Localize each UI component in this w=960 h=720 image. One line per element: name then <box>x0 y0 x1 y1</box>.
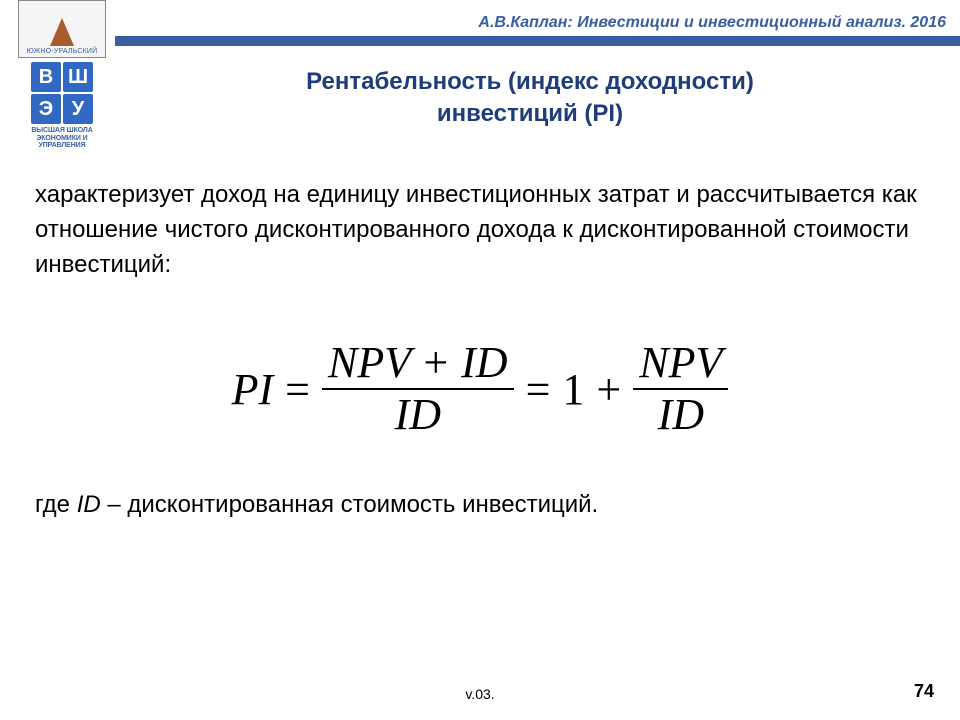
logo-subtitle-line1: ВЫСШАЯ ШКОЛА <box>31 127 92 134</box>
where-id: ID <box>77 491 101 518</box>
formula-frac1: NPV + ID ID <box>322 340 514 438</box>
formula-frac1-den: ID <box>389 392 447 438</box>
header-color-bar <box>115 36 960 46</box>
paragraph-definition: характеризует доход на единицу инвестици… <box>35 178 925 282</box>
logo-cell-0: В <box>31 62 61 92</box>
footer-page-number: 74 <box>914 681 934 702</box>
slide-title: Рентабельность (индекс доходности) инвес… <box>160 66 900 131</box>
tower-icon <box>50 18 74 46</box>
formula-frac2-num: NPV <box>633 340 728 386</box>
logo-area: ЮЖНО-УРАЛЬСКИЙ В Ш Э У ВЫСШАЯ ШКОЛА ЭКОН… <box>18 0 108 150</box>
formula-frac1-num-plus: + <box>421 338 450 387</box>
logo-subtitle-line2: ЭКОНОМИКИ И УПРАВЛЕНИЯ <box>36 135 87 150</box>
formula-frac2: NPV ID <box>633 340 728 438</box>
formula-eq2: = <box>524 364 553 415</box>
where-rest: – дисконтированная стоимость инвестиций. <box>101 491 599 518</box>
logo-cell-3: У <box>63 94 93 124</box>
formula-pi: PI = NPV + ID ID = 1 + NPV ID <box>0 340 960 438</box>
logo-cell-2: Э <box>31 94 61 124</box>
formula-frac1-num-npv: NPV <box>328 338 410 387</box>
slide-title-line2: инвестиций (PI) <box>437 100 623 127</box>
slide: А.В.Каплан: Инвестиции и инвестиционный … <box>0 0 960 720</box>
slide-title-line1: Рентабельность (индекс доходности) <box>306 68 754 95</box>
logo-cell-1: Ш <box>63 62 93 92</box>
where-prefix: где <box>35 491 77 518</box>
formula-lhs: PI <box>232 364 274 415</box>
logo-university: ЮЖНО-УРАЛЬСКИЙ <box>18 0 106 58</box>
logo-subtitle: ВЫСШАЯ ШКОЛА ЭКОНОМИКИ И УПРАВЛЕНИЯ <box>18 127 106 150</box>
header-author-text: А.В.Каплан: Инвестиции и инвестиционный … <box>478 14 946 32</box>
paragraph-where: где ID – дисконтированная стоимость инве… <box>35 488 925 523</box>
footer-version: v.03. <box>0 686 960 702</box>
formula-eq1: = <box>283 364 312 415</box>
logo-university-caption: ЮЖНО-УРАЛЬСКИЙ <box>27 48 98 57</box>
logo-school: В Ш Э У ВЫСШАЯ ШКОЛА ЭКОНОМИКИ И УПРАВЛЕ… <box>18 62 106 150</box>
logo-grid: В Ш Э У <box>31 62 93 124</box>
formula-plus: + <box>594 364 623 415</box>
formula-frac1-num-id: ID <box>461 338 507 387</box>
formula-frac2-den: ID <box>652 392 710 438</box>
formula-one: 1 <box>562 364 584 415</box>
